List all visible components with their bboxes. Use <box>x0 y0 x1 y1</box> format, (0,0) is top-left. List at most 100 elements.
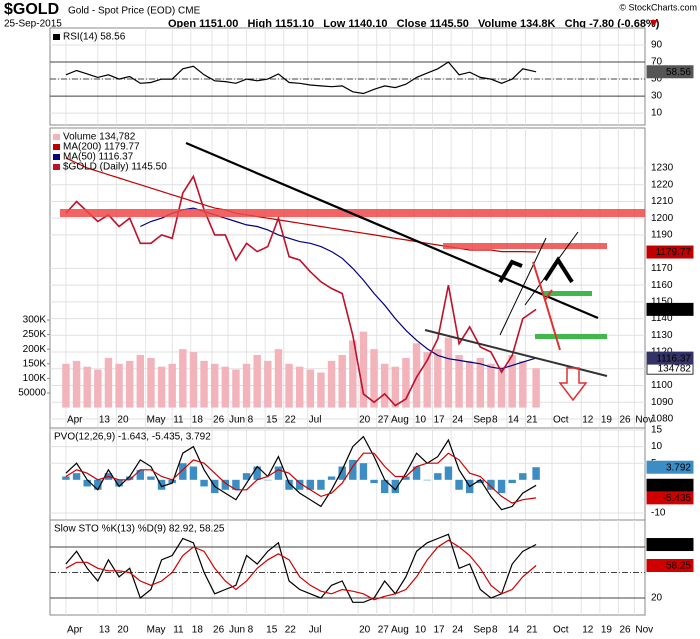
value-label-box <box>646 538 694 552</box>
bar <box>168 363 176 408</box>
bar <box>476 357 485 408</box>
x-tick-label: Sep <box>473 625 491 636</box>
bar <box>115 363 123 408</box>
x-tick-label: 24 <box>452 625 464 636</box>
value-label-box <box>646 559 694 573</box>
legend-swatch <box>53 154 60 160</box>
date: 25-Sep-2015 <box>4 19 62 30</box>
x-tick-label: 27 <box>378 415 390 426</box>
bar <box>327 360 336 408</box>
x-tick-label: 26 <box>619 625 631 636</box>
down-arrow <box>558 367 588 402</box>
instrument-name: Gold - Spot Price (EOD) CME <box>68 6 201 17</box>
bar <box>221 366 230 408</box>
x-tick-label: Sep <box>473 415 491 426</box>
x-tick-label: 13 <box>99 625 111 636</box>
bar <box>210 363 219 408</box>
x-tick-label: Aug <box>391 625 409 636</box>
value-label: 134782 <box>658 363 692 374</box>
bar <box>125 476 134 480</box>
y-tick-label: 1090 <box>651 397 674 408</box>
x-tick-label: May <box>147 625 166 636</box>
bar <box>455 479 463 490</box>
x-tick-label: 19 <box>601 415 613 426</box>
y-tick-label: 1150 <box>651 296 673 307</box>
value-label-box <box>646 302 694 316</box>
x-tick-label: 22 <box>285 625 297 636</box>
panel-title: Slow STO %K(13) %D(9) 82.92, 58.25 <box>54 524 225 535</box>
value-label: 58.56 <box>666 67 691 78</box>
x-tick-label: Jun <box>229 625 245 636</box>
bar <box>402 357 410 408</box>
bar <box>370 479 378 484</box>
x-tick-label: 8 <box>492 415 498 426</box>
y-tick-label: 10 <box>651 108 663 119</box>
bar <box>370 349 378 408</box>
bar <box>72 473 81 480</box>
bar <box>104 357 113 408</box>
value-label-box <box>646 245 694 259</box>
panel-frame <box>49 27 646 126</box>
x-tick-label: Jul <box>309 415 322 426</box>
panel-title: PVO(12,26,9) -1.643, -5.435, 3.792 <box>54 432 211 443</box>
bar <box>200 479 208 487</box>
bar <box>242 363 251 408</box>
bar <box>508 355 516 408</box>
x-tick-label: 26 <box>213 415 225 426</box>
x-tick-label: Apr <box>67 625 83 636</box>
bar <box>465 360 474 408</box>
bar <box>327 476 336 480</box>
value-label: 58.25 <box>666 561 691 572</box>
channel-line <box>499 237 547 336</box>
x-tick-label: Nov <box>635 625 653 636</box>
x-tick-label: 17 <box>434 625 446 636</box>
bar <box>487 479 495 490</box>
bar <box>62 476 70 480</box>
x-tick-label: Aug <box>391 415 409 426</box>
projection-arrow <box>532 261 561 351</box>
trend-line <box>185 141 599 320</box>
y-tick-label: 1220 <box>651 179 674 190</box>
bar <box>285 479 293 490</box>
bar <box>412 466 421 480</box>
bar <box>444 466 453 480</box>
bar <box>380 363 389 408</box>
bar <box>412 343 421 408</box>
legend-swatch <box>53 134 60 140</box>
x-tick-label: 10 <box>415 625 427 636</box>
y-tick-label: 30 <box>651 91 663 102</box>
y2-tick-label: 150K <box>23 358 47 369</box>
bar <box>274 466 283 480</box>
bar <box>349 459 357 480</box>
y-tick-label: 1200 <box>651 213 674 224</box>
y-tick-label: 1210 <box>651 196 674 207</box>
legend-label: MA(200) 1179.77 <box>63 142 140 153</box>
legend-label: MA(50) 1116.37 <box>63 152 134 163</box>
bar <box>285 363 293 408</box>
value-label: 82.92 <box>666 540 691 551</box>
x-tick-label: 17 <box>434 415 446 426</box>
bar <box>519 473 527 480</box>
bar <box>62 363 70 408</box>
x-tick-label: Oct <box>553 415 569 426</box>
bar <box>349 340 357 408</box>
bar <box>455 355 463 408</box>
bar <box>532 467 540 480</box>
bar <box>434 349 442 408</box>
x-tick-label: 8 <box>492 625 498 636</box>
y-tick-label: 70 <box>651 57 663 68</box>
x-tick-label: 26 <box>213 625 225 636</box>
legend-swatch <box>53 164 60 170</box>
x-tick-label: 15 <box>266 625 278 636</box>
x-tick-label: May <box>147 415 166 426</box>
x-tick-label: 11 <box>173 415 184 426</box>
bar <box>391 366 400 408</box>
bar <box>200 360 208 408</box>
bar <box>444 337 453 408</box>
bar <box>232 479 240 490</box>
x-tick-label: 27 <box>378 625 390 636</box>
x-tick-label: 20 <box>117 625 129 636</box>
x-tick-label: 8 <box>248 625 254 636</box>
value-label-box <box>646 478 694 492</box>
y-tick-label: 20 <box>651 593 663 604</box>
